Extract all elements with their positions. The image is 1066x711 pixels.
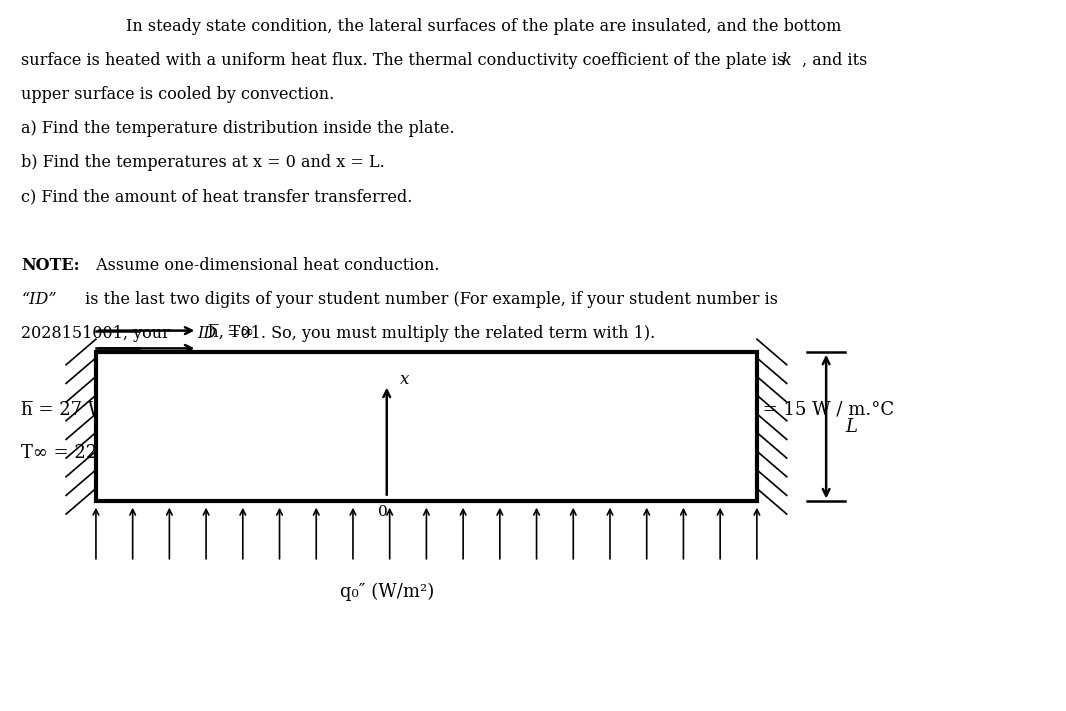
Text: c) Find the amount of heat transfer transferred.: c) Find the amount of heat transfer tran… [21, 188, 413, 205]
Text: =01. So, you must multiply the related term with 1).: =01. So, you must multiply the related t… [227, 325, 656, 342]
Text: b) Find the temperatures at x = 0 and x = L.: b) Find the temperatures at x = 0 and x … [21, 154, 385, 171]
Text: Assume one-dimensional heat conduction.: Assume one-dimensional heat conduction. [91, 257, 439, 274]
Text: q₀″ (W/m²): q₀″ (W/m²) [340, 583, 434, 602]
Text: L = 8 * ID  cm: L = 8 * ID cm [314, 444, 446, 462]
Text: is the last two digits of your student number (For example, if your student numb: is the last two digits of your student n… [80, 291, 778, 308]
Text: k = 15 W / m.°C: k = 15 W / m.°C [746, 400, 894, 418]
Text: , and its: , and its [802, 52, 867, 69]
Text: L: L [845, 417, 857, 436]
Text: In steady state condition, the lateral surfaces of the plate are insulated, and : In steady state condition, the lateral s… [85, 18, 842, 35]
Text: 2: 2 [632, 395, 640, 407]
Text: a) Find the temperature distribution inside the plate.: a) Find the temperature distribution ins… [21, 120, 455, 137]
Text: h̅, T∞: h̅, T∞ [208, 324, 254, 341]
Text: 0: 0 [378, 505, 388, 519]
Text: ID: ID [197, 325, 216, 342]
Text: T∞ = 22 °C: T∞ = 22 °C [21, 444, 126, 462]
Text: upper surface is cooled by convection.: upper surface is cooled by convection. [21, 86, 335, 103]
Text: 2028151001, your: 2028151001, your [21, 325, 175, 342]
Text: h̅ = 27 W / m: h̅ = 27 W / m [21, 400, 142, 418]
Text: x: x [400, 371, 409, 388]
Text: q₀″ = 19500 * ID   W / m: q₀″ = 19500 * ID W / m [314, 400, 536, 418]
Bar [96, 352, 757, 501]
Text: k: k [781, 52, 791, 69]
Text: NOTE:: NOTE: [21, 257, 80, 274]
Text: “ID”: “ID” [21, 291, 56, 308]
Text: surface is heated with a uniform heat flux. The thermal conductivity coefficient: surface is heated with a uniform heat fl… [21, 52, 791, 69]
Text: .°C: .°C [200, 400, 229, 418]
Text: 2: 2 [189, 395, 196, 407]
